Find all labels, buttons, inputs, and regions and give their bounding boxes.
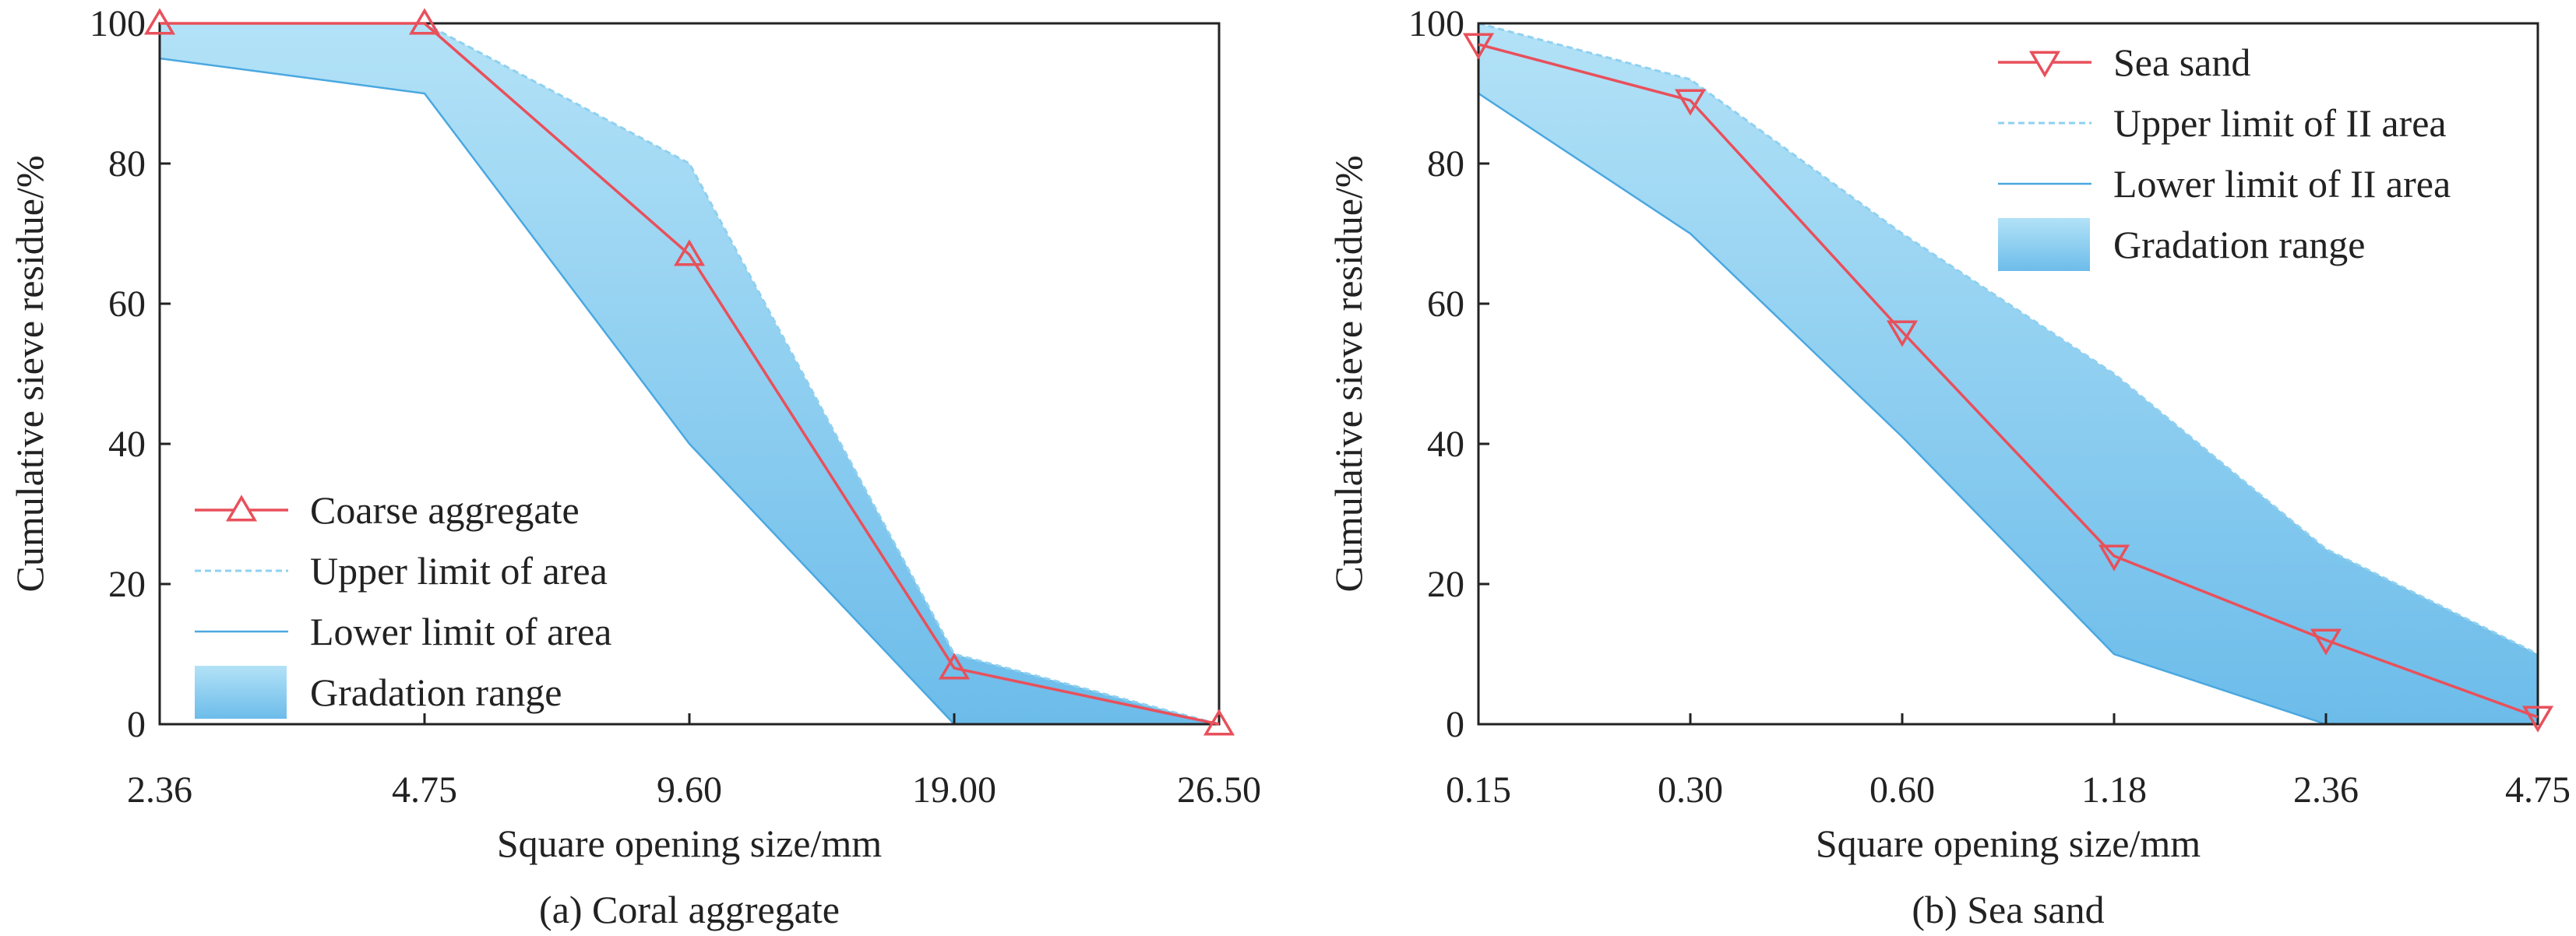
legend-label: Sea sand bbox=[2113, 40, 2250, 84]
chart-panel-b: 0 20 40 60 80 100 0.15 0.30 0.60 1.18 2.36 4.75 Squa… bbox=[1327, 3, 2571, 931]
legend-swatch-band bbox=[1998, 218, 2090, 271]
x-axis-title: Square opening size/mm bbox=[497, 822, 882, 865]
y-tick-label: 20 bbox=[108, 564, 146, 605]
data-point-marker bbox=[938, 653, 971, 680]
x-tick-label: 0.30 bbox=[1658, 769, 1723, 811]
y-tick-label: 80 bbox=[1427, 143, 1464, 185]
data-point-marker bbox=[2310, 628, 2342, 656]
chart-caption: (b) Sea sand bbox=[1912, 888, 2104, 931]
y-axis-title: Cumulative sieve residue/% bbox=[8, 156, 51, 593]
x-tick-label: 4.75 bbox=[392, 769, 457, 811]
data-point-marker bbox=[1674, 89, 1707, 116]
x-tick-label: 2.36 bbox=[2293, 769, 2359, 811]
y-tick-label: 100 bbox=[90, 3, 146, 44]
x-tick-label: 4.75 bbox=[2505, 769, 2571, 811]
data-point-marker bbox=[1886, 320, 1919, 347]
legend-label: Lower limit of area bbox=[310, 610, 611, 653]
legend-label: Upper limit of II area bbox=[2113, 101, 2447, 145]
y-axis-title: Cumulative sieve residue/% bbox=[1327, 156, 1370, 593]
y-tick-label: 0 bbox=[1446, 704, 1464, 745]
y-tick-label: 60 bbox=[1427, 283, 1464, 325]
x-tick-label: 2.36 bbox=[127, 769, 192, 811]
data-point-marker bbox=[143, 8, 176, 35]
data-point-marker bbox=[2521, 706, 2554, 733]
x-tick-label: 19.00 bbox=[912, 769, 996, 811]
legend-label: Coarse aggregate bbox=[310, 488, 580, 532]
x-tick-label: 9.60 bbox=[657, 769, 722, 811]
data-point-marker bbox=[1462, 33, 1495, 60]
x-tick-label: 1.18 bbox=[2081, 769, 2147, 811]
x-tick-label: 26.50 bbox=[1177, 769, 1261, 811]
gradation-range-band bbox=[160, 23, 1219, 724]
chart-caption: (a) Coral aggregate bbox=[539, 888, 840, 931]
data-point-marker bbox=[2098, 544, 2130, 572]
y-tick-label: 40 bbox=[108, 424, 146, 465]
legend-label: Gradation range bbox=[310, 670, 562, 714]
legend: Sea sand Upper limit of II area Lower limi… bbox=[1998, 40, 2451, 271]
plot-frame bbox=[1477, 22, 2539, 726]
legend-marker bbox=[225, 494, 258, 522]
legend-marker bbox=[2028, 51, 2061, 78]
x-tick-label: 0.15 bbox=[1446, 769, 1511, 811]
data-point-marker bbox=[1203, 709, 1235, 736]
legend: Coarse aggregate Upper limit of area Lower… bbox=[195, 488, 611, 719]
legend-swatch-band bbox=[195, 666, 287, 719]
y-tick-label: 80 bbox=[108, 143, 146, 185]
y-tick-label: 40 bbox=[1427, 424, 1464, 465]
data-point-marker bbox=[673, 239, 706, 266]
legend-label: Upper limit of area bbox=[310, 549, 608, 593]
y-tick-label: 60 bbox=[108, 283, 146, 325]
x-tick-label: 0.60 bbox=[1869, 769, 1935, 811]
measured-series-line bbox=[160, 22, 1220, 726]
y-tick-label: 20 bbox=[1427, 564, 1464, 605]
chart-panel-a: 0 20 40 60 80 100 2.36 4.75 9.60 19.00 26.50 Square… bbox=[8, 3, 1261, 931]
y-tick-label: 100 bbox=[1408, 3, 1464, 44]
measured-series-line bbox=[1478, 43, 2539, 719]
gradation-range-band bbox=[1478, 23, 2538, 724]
x-axis-title: Square opening size/mm bbox=[1816, 822, 2201, 865]
data-point-marker bbox=[408, 8, 441, 35]
upper-limit-line bbox=[1478, 22, 2539, 656]
legend-label: Gradation range bbox=[2113, 223, 2365, 266]
legend-label: Lower limit of II area bbox=[2113, 162, 2451, 206]
y-tick-label: 0 bbox=[127, 704, 146, 745]
